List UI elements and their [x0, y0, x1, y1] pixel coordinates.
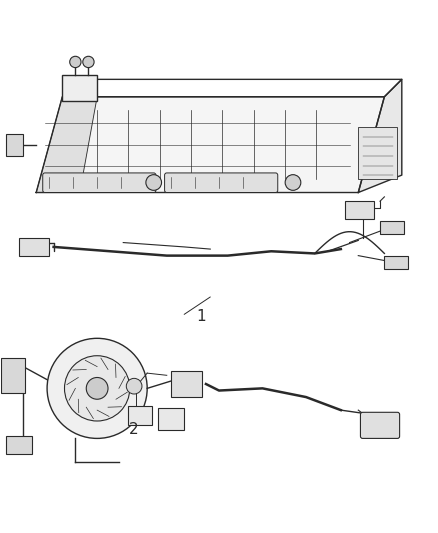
Bar [1, 358, 25, 393]
Bar [380, 221, 404, 234]
Bar [158, 408, 184, 430]
Text: 1: 1 [197, 309, 206, 324]
Bar [19, 238, 49, 256]
Circle shape [83, 56, 94, 68]
Circle shape [146, 175, 162, 190]
Bar [358, 127, 397, 180]
Bar [6, 436, 32, 454]
Polygon shape [358, 79, 402, 192]
Bar [385, 256, 408, 269]
Bar [127, 406, 152, 425]
Bar [345, 201, 374, 219]
Circle shape [126, 378, 142, 394]
Circle shape [86, 377, 108, 399]
Polygon shape [36, 97, 385, 192]
Bar [171, 371, 201, 397]
Circle shape [285, 175, 301, 190]
Circle shape [70, 56, 81, 68]
Text: 2: 2 [129, 422, 139, 437]
Polygon shape [36, 97, 97, 192]
FancyBboxPatch shape [43, 173, 156, 192]
FancyBboxPatch shape [360, 413, 399, 439]
Bar [6, 134, 23, 156]
Bar [62, 75, 97, 101]
Circle shape [47, 338, 147, 439]
FancyBboxPatch shape [165, 173, 278, 192]
Circle shape [64, 356, 130, 421]
